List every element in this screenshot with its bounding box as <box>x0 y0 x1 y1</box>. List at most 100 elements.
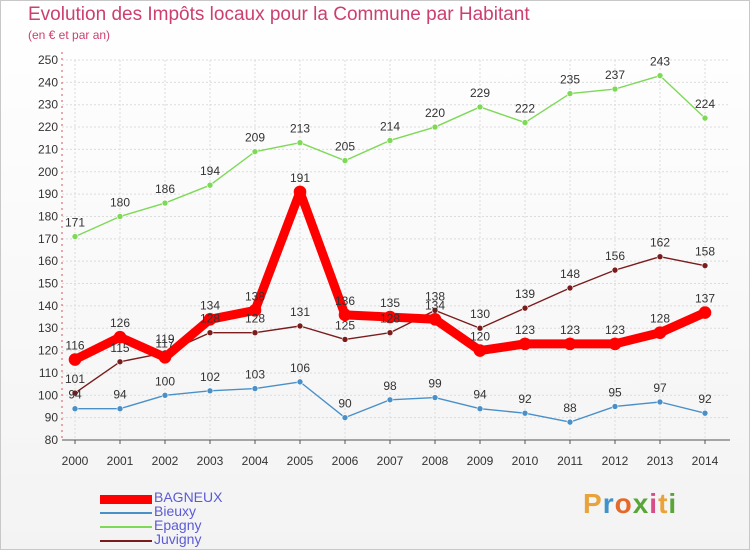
data-label: 205 <box>335 140 355 154</box>
data-point <box>251 148 259 155</box>
data-label: 106 <box>290 361 310 375</box>
x-tick-label: 2001 <box>107 454 134 468</box>
data-point <box>476 103 484 111</box>
y-tick-label: 100 <box>38 388 58 402</box>
data-point <box>656 253 664 261</box>
data-label: 119 <box>155 332 174 346</box>
data-point <box>476 324 484 332</box>
data-label: 134 <box>200 298 220 312</box>
data-label: 186 <box>155 182 175 196</box>
data-point <box>158 350 172 364</box>
logo-letter: P <box>583 488 603 519</box>
data-label: 94 <box>113 388 127 402</box>
y-tick-label: 210 <box>38 142 58 156</box>
y-tick-label: 150 <box>38 277 58 291</box>
x-tick-label: 2014 <box>692 454 719 468</box>
data-point <box>161 199 169 207</box>
x-tick-label: 2012 <box>602 454 629 468</box>
data-label: 98 <box>383 379 397 393</box>
data-label: 171 <box>65 216 85 230</box>
data-point <box>341 414 349 421</box>
x-tick-label: 2003 <box>197 454 224 468</box>
data-label: 120 <box>470 330 490 344</box>
data-label: 130 <box>470 307 490 321</box>
data-label: 162 <box>650 236 670 250</box>
data-label: 191 <box>290 171 310 185</box>
data-label: 99 <box>428 377 442 391</box>
data-point <box>71 389 79 397</box>
data-point <box>341 336 349 343</box>
data-point <box>521 409 529 417</box>
data-point <box>206 329 214 337</box>
data-label: 222 <box>515 102 535 116</box>
data-point <box>68 353 82 366</box>
data-label: 128 <box>650 312 670 326</box>
data-label: 90 <box>338 397 352 411</box>
data-point <box>203 312 217 326</box>
data-label: 92 <box>518 392 532 406</box>
data-label: 243 <box>650 55 670 69</box>
data-label: 125 <box>335 318 355 332</box>
data-label: 94 <box>68 388 82 402</box>
data-label: 237 <box>605 68 625 82</box>
data-point <box>386 137 394 144</box>
data-label: 117 <box>155 336 174 350</box>
data-point <box>161 391 169 399</box>
data-label: 123 <box>560 323 580 337</box>
data-point <box>116 405 124 413</box>
data-point <box>296 378 304 386</box>
data-label: 194 <box>200 164 220 178</box>
data-label: 138 <box>425 289 445 303</box>
logo-letter: i <box>649 488 659 519</box>
logo-letter: x <box>632 488 650 519</box>
data-label: 137 <box>695 292 715 306</box>
data-point <box>611 266 619 274</box>
legend-label: Juvigny <box>154 531 202 547</box>
data-label: 135 <box>380 296 400 310</box>
logo-letter: o <box>614 488 633 519</box>
x-tick-label: 2000 <box>62 454 89 468</box>
y-tick-label: 80 <box>45 433 59 447</box>
data-point <box>341 157 349 164</box>
data-label: 213 <box>290 122 310 136</box>
legend-swatch <box>100 512 152 514</box>
data-point <box>611 85 619 93</box>
y-tick-label: 170 <box>38 232 58 246</box>
logo-letter: t <box>658 488 669 519</box>
data-point <box>698 306 712 319</box>
data-point <box>566 90 574 97</box>
data-point <box>656 72 664 79</box>
data-point <box>383 310 397 324</box>
data-label: 131 <box>290 305 310 319</box>
data-point <box>206 387 214 395</box>
y-tick-label: 130 <box>38 321 58 335</box>
data-label: 138 <box>245 289 265 303</box>
y-tick-label: 230 <box>38 98 58 112</box>
y-tick-label: 180 <box>38 209 58 223</box>
legend-swatch <box>100 526 152 528</box>
y-tick-label: 240 <box>38 75 58 89</box>
data-label: 101 <box>65 372 85 386</box>
data-point <box>521 304 529 312</box>
data-point <box>701 262 709 269</box>
data-point <box>701 409 709 417</box>
data-point <box>431 394 439 401</box>
y-tick-label: 120 <box>38 344 58 358</box>
data-label: 102 <box>200 370 220 384</box>
x-tick-label: 2010 <box>512 454 539 468</box>
x-tick-label: 2011 <box>557 454 583 468</box>
data-point <box>293 185 307 199</box>
data-label: 88 <box>563 401 577 415</box>
data-point <box>611 403 619 410</box>
y-tick-label: 90 <box>45 411 59 425</box>
data-label: 123 <box>605 323 625 337</box>
chart-subtitle: (en € et par an) <box>28 28 111 42</box>
data-point <box>428 312 442 326</box>
x-tick-label: 2009 <box>467 454 494 468</box>
data-label: 229 <box>470 86 490 100</box>
data-label: 180 <box>110 195 130 209</box>
x-tick-label: 2006 <box>332 454 359 468</box>
data-point <box>563 337 577 351</box>
data-label: 97 <box>653 381 667 395</box>
y-tick-label: 250 <box>38 53 58 67</box>
